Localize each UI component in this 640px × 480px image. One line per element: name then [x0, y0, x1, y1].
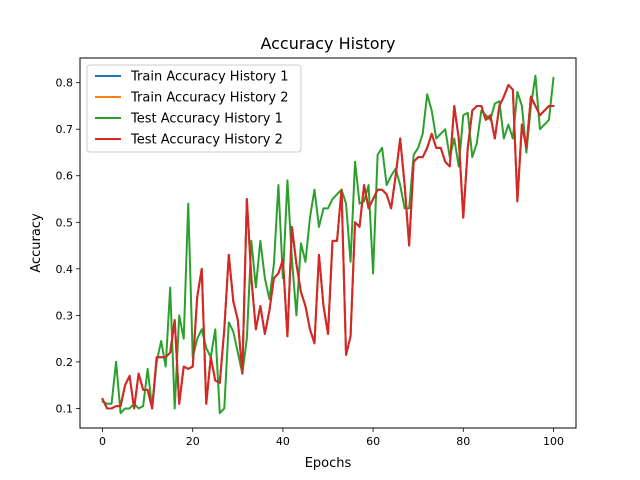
plot-frame [79, 57, 577, 429]
legend-label-1: Train Accuracy History 1 [130, 70, 288, 85]
y-tick-label: 0.5 [56, 216, 74, 229]
x-axis-label: Epochs [305, 456, 352, 471]
x-tick-label: 60 [366, 435, 380, 448]
x-tick-label: 40 [276, 435, 290, 448]
series-layer [101, 74, 555, 415]
x-tick-label: 20 [186, 435, 200, 448]
legend: Train Accuracy History 1 Train Accuracy H… [86, 64, 302, 153]
x-tick-label: 0 [99, 435, 106, 448]
legend-box [86, 64, 302, 153]
chart-title: Accuracy History [260, 34, 395, 53]
y-axis-ticks: 0.1 0.2 0.3 0.4 0.5 0.6 0.7 0.8 [56, 77, 80, 415]
y-tick-label: 0.3 [56, 309, 74, 322]
legend-label-3: Test Accuracy History 1 [130, 112, 283, 127]
legend-label-2: Train Accuracy History 2 [130, 91, 288, 106]
y-tick-label: 0.4 [56, 263, 74, 276]
y-axis-label: Accuracy [29, 213, 44, 273]
y-tick-label: 0.8 [56, 77, 74, 90]
x-tick-label: 80 [456, 435, 470, 448]
series-line-4 [101, 83, 555, 410]
y-tick-label: 0.7 [56, 123, 74, 136]
x-tick-label: 100 [543, 435, 564, 448]
y-tick-label: 0.2 [56, 356, 74, 369]
series-line-3 [101, 74, 555, 415]
y-tick-label: 0.6 [56, 170, 74, 183]
y-tick-label: 0.1 [56, 402, 74, 415]
legend-label-4: Test Accuracy History 2 [130, 133, 283, 148]
x-axis-ticks: 0 20 40 60 80 100 [99, 428, 564, 448]
